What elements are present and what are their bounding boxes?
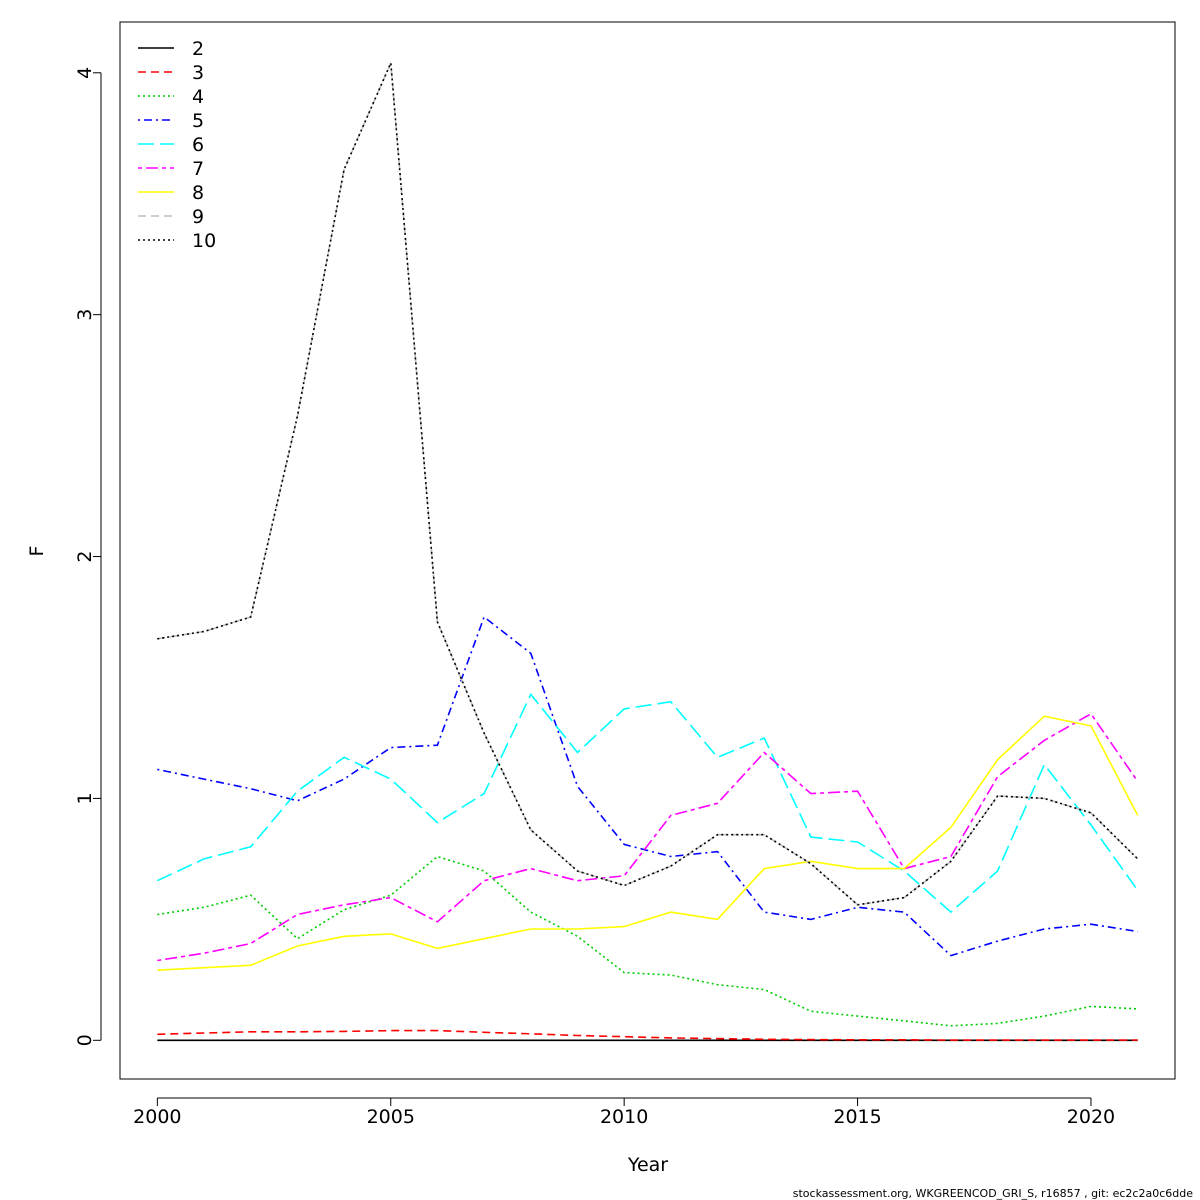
plot-frame bbox=[119, 21, 1176, 1080]
y-tick-label: 3 bbox=[74, 309, 96, 321]
series-line-10 bbox=[157, 62, 1139, 906]
y-tick-label: 2 bbox=[74, 551, 96, 563]
legend-label-8: 8 bbox=[192, 182, 204, 204]
legend-label-9: 9 bbox=[192, 206, 204, 228]
series-line-4 bbox=[157, 855, 1138, 1027]
y-tick-label: 0 bbox=[74, 1034, 96, 1046]
legend-label-7: 7 bbox=[192, 158, 204, 180]
legend-label-2: 2 bbox=[192, 38, 204, 60]
series-line-7 bbox=[157, 712, 1139, 962]
series-line-8 bbox=[157, 715, 1139, 971]
legend-label-4: 4 bbox=[192, 86, 204, 108]
x-tick-label: 2015 bbox=[833, 1106, 881, 1128]
legend-label-10: 10 bbox=[192, 230, 216, 252]
x-axis-title: Year bbox=[627, 1154, 668, 1176]
series-lines bbox=[156, 62, 1139, 1042]
x-axis: 2000 2005 2010 2015 2020 bbox=[133, 1097, 1115, 1128]
series-line-9 bbox=[157, 62, 1139, 906]
legend-label-3: 3 bbox=[192, 62, 204, 84]
legend-label-5: 5 bbox=[192, 110, 204, 132]
x-tick-label: 2020 bbox=[1067, 1106, 1115, 1128]
legend-label-6: 6 bbox=[192, 134, 204, 156]
series-line-3 bbox=[157, 1029, 1138, 1041]
y-axis-title: F bbox=[26, 546, 48, 557]
y-axis: 0 1 2 3 4 bbox=[74, 67, 102, 1046]
y-tick-label: 1 bbox=[74, 792, 96, 804]
footer-credit: stockassessment.org, WKGREENCOD_GRI_S, r… bbox=[793, 1187, 1193, 1200]
y-tick-label: 4 bbox=[74, 67, 96, 79]
series-line-6 bbox=[156, 692, 1139, 914]
x-tick-label: 2005 bbox=[367, 1106, 415, 1128]
x-tick-label: 2010 bbox=[600, 1106, 648, 1128]
series-line-5 bbox=[157, 615, 1138, 957]
x-tick-label: 2000 bbox=[133, 1106, 181, 1128]
